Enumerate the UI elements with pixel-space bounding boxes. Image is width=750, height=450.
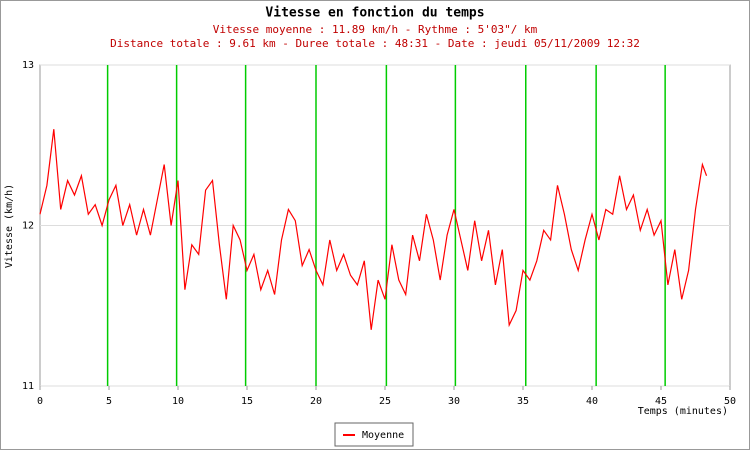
x-tick-label: 40	[586, 396, 598, 407]
x-tick-label: 20	[310, 396, 322, 407]
chart-title: Vitesse en fonction du temps	[265, 6, 484, 21]
data-line	[39, 129, 708, 330]
y-tick-label: 12	[22, 221, 34, 232]
y-axis-label: Vitesse (km/h)	[4, 184, 15, 268]
x-tick-label: 25	[379, 396, 391, 407]
x-tick-label: 35	[517, 396, 529, 407]
y-tick-label: 13	[22, 60, 34, 71]
x-tick-label: 0	[37, 396, 43, 407]
x-axis-label: Temps (minutes)	[638, 406, 728, 417]
x-tick-label: 45	[655, 396, 667, 407]
legend-label: Moyenne	[362, 430, 404, 441]
x-tick-label: 10	[172, 396, 184, 407]
subtitle: Distance totale : 9.61 km - Duree totale…	[110, 37, 640, 50]
x-tick-label: 30	[448, 396, 460, 407]
x-tick-label: 15	[241, 396, 253, 407]
y-tick-label: 11	[22, 381, 34, 392]
x-tick-label: 50	[724, 396, 736, 407]
legend	[334, 422, 414, 447]
x-tick-label: 5	[106, 396, 112, 407]
subtitle: Vitesse moyenne : 11.89 km/h - Rythme : …	[213, 23, 538, 36]
